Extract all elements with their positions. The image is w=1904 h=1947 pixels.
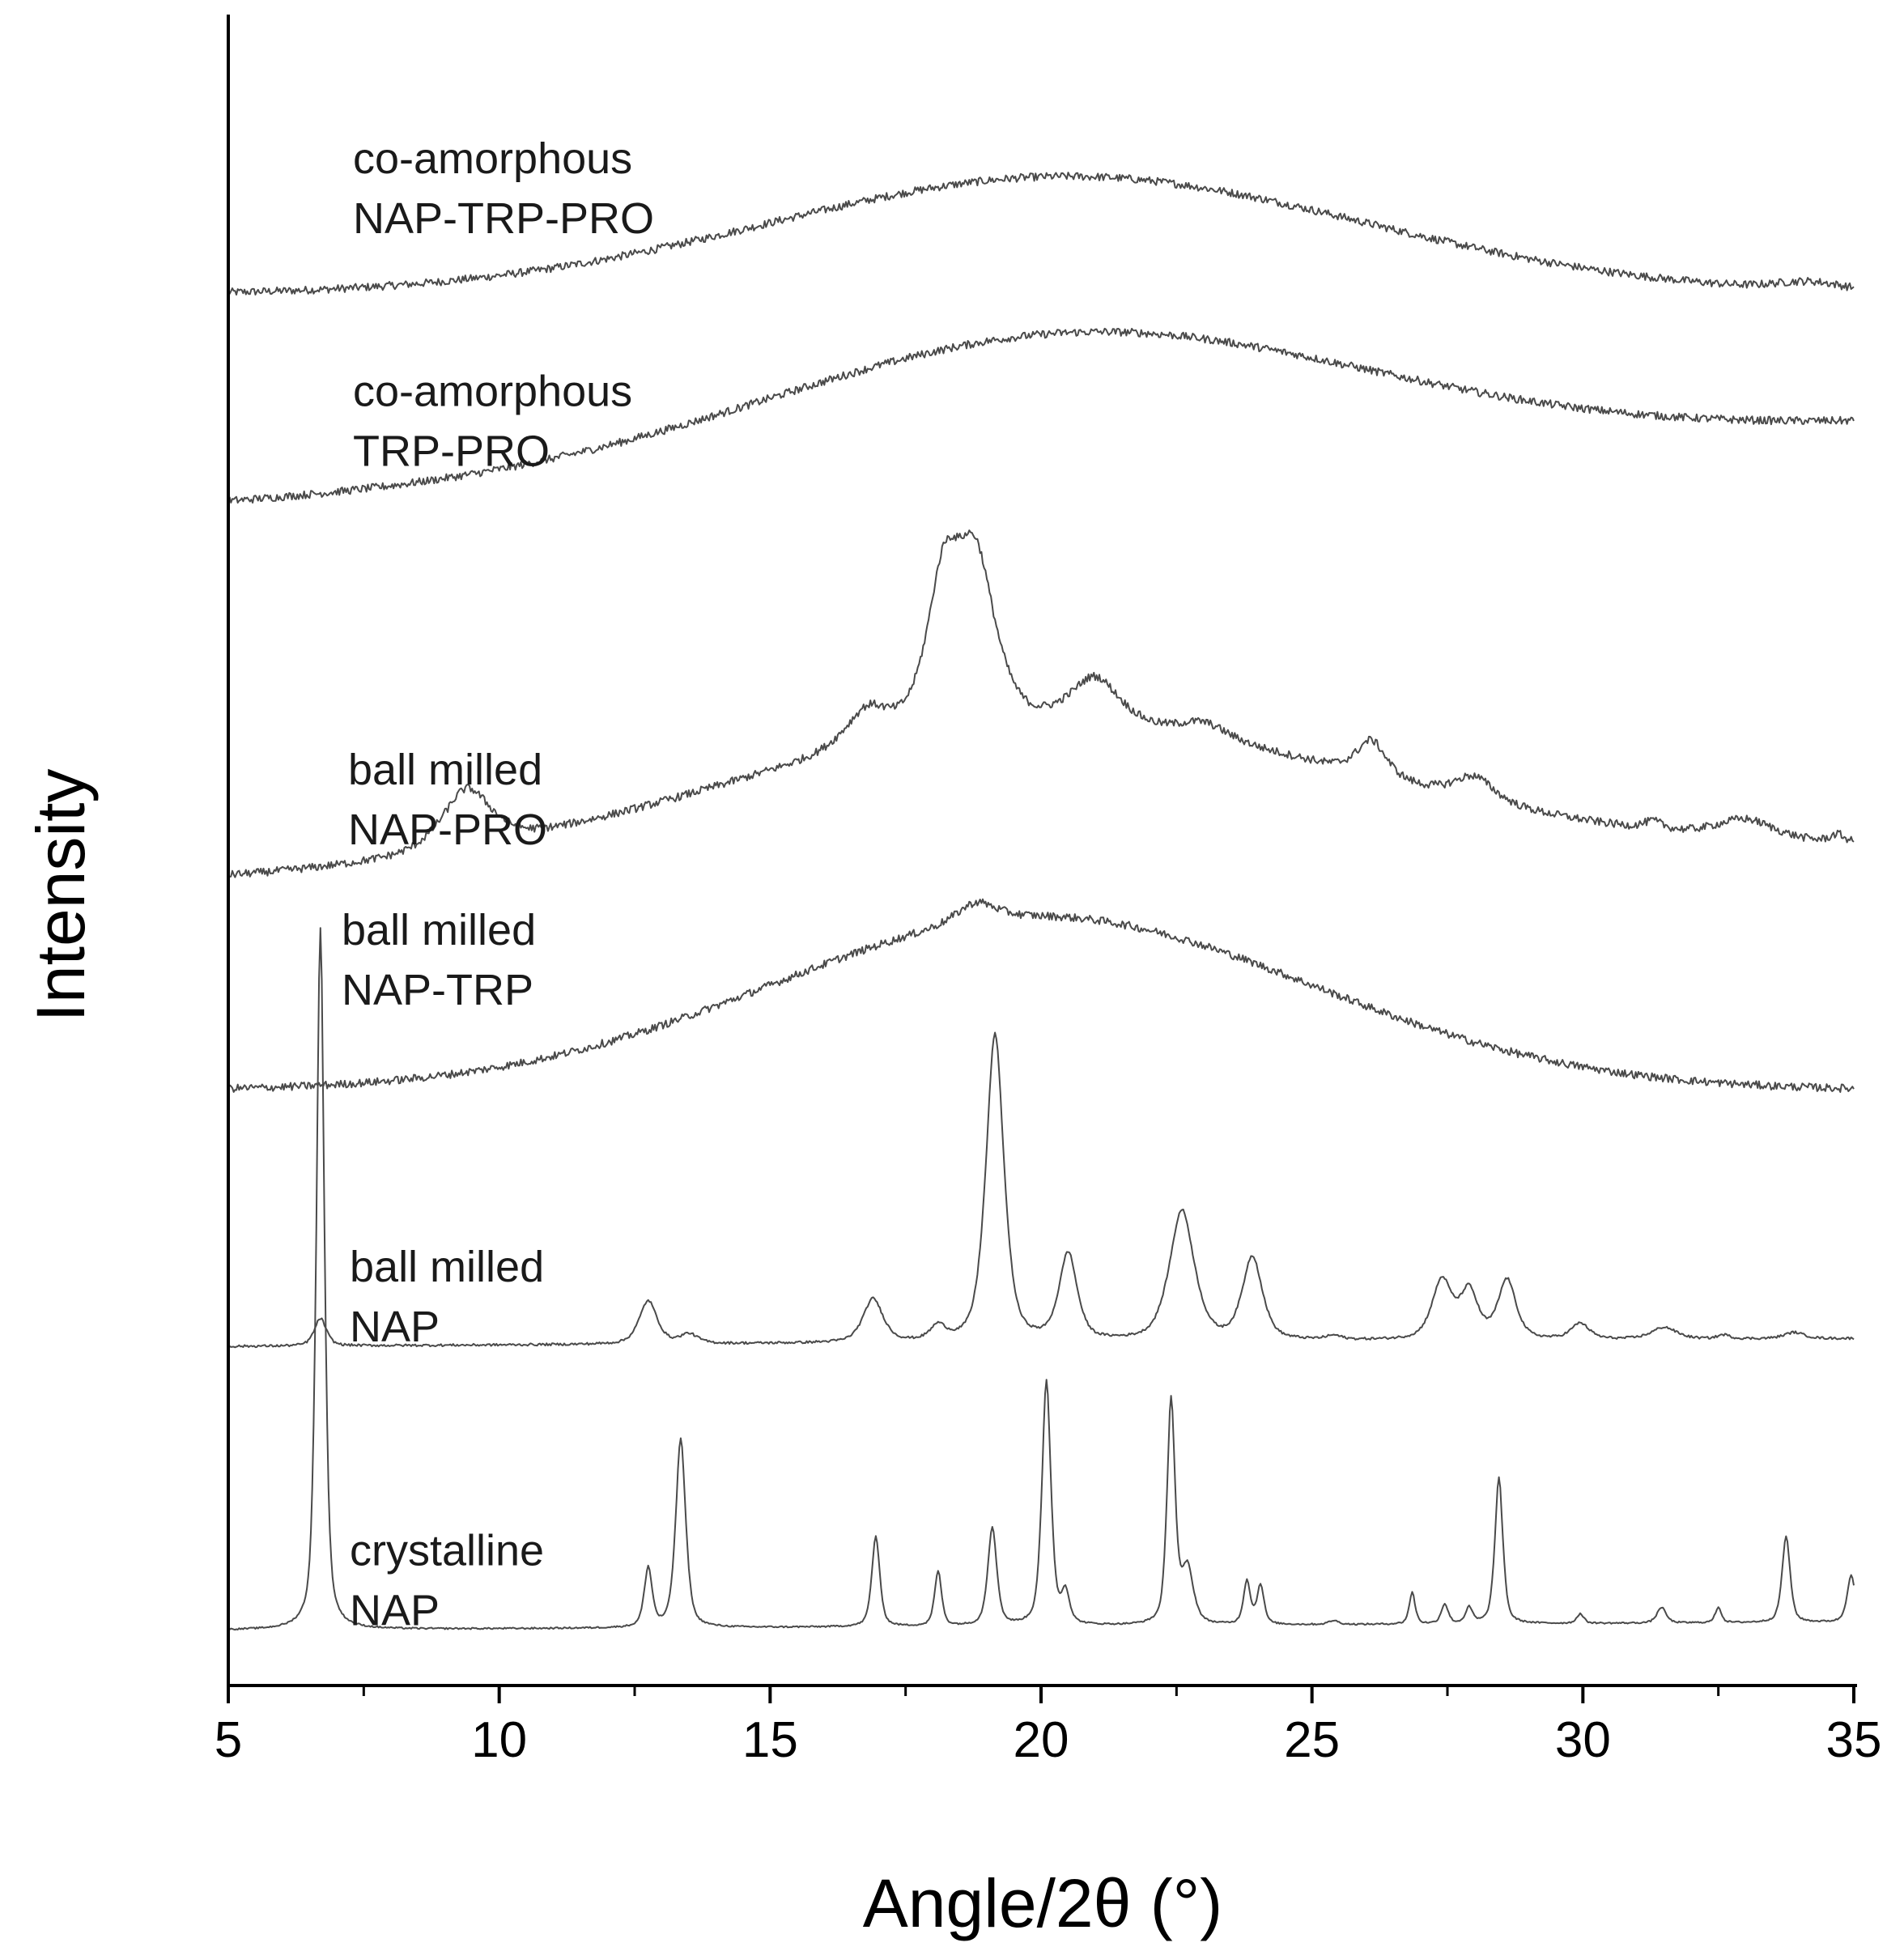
x-axis-title: Angle/2θ (°) <box>863 1865 1223 1941</box>
series-label-4-line-0: ball milled <box>350 1243 544 1291</box>
axis-layer: 5 10 15 20 25 30 35 Angle/2θ (°) Intensity <box>23 15 1881 1941</box>
x-tick-label: 30 <box>1555 1712 1611 1768</box>
x-tick-label: 20 <box>1014 1712 1069 1768</box>
series-label-2-line-0: ball milled <box>348 746 542 794</box>
series-label-3-line-0: ball milled <box>342 906 536 954</box>
x-tick-label: 5 <box>215 1712 242 1768</box>
series-label-2-line-1: NAP-PRO <box>348 806 547 854</box>
series-label-5-line-0: crystalline <box>350 1527 544 1575</box>
x-ticks: 5 10 15 20 25 30 35 <box>215 1686 1882 1768</box>
series-line-2 <box>227 529 1855 878</box>
series-line-3 <box>227 898 1855 1093</box>
series-label-0-line-0: co-amorphous <box>353 134 632 183</box>
series-layer <box>227 172 1855 1631</box>
series-label-1-line-0: co-amorphous <box>353 368 632 416</box>
x-tick-label: 25 <box>1284 1712 1340 1768</box>
series-label-5-line-1: NAP <box>350 1587 440 1635</box>
x-tick-label: 15 <box>742 1712 798 1768</box>
series-label-4-line-1: NAP <box>350 1303 440 1351</box>
series-label-3-line-1: NAP-TRP <box>342 966 533 1014</box>
series-label-layer: co-amorphous NAP-TRP-PRO co-amorphous TRP-P… <box>342 134 654 1635</box>
series-line-1 <box>227 327 1855 505</box>
series-line-4 <box>227 1031 1855 1349</box>
series-label-0-line-1: NAP-TRP-PRO <box>353 194 654 243</box>
y-axis-title: Intensity <box>23 769 99 1022</box>
series-line-0 <box>227 172 1855 295</box>
x-tick-label: 10 <box>471 1712 527 1768</box>
series-label-1-line-1: TRP-PRO <box>353 427 550 476</box>
series-line-5 <box>227 927 1855 1631</box>
x-tick-label: 35 <box>1826 1712 1882 1768</box>
